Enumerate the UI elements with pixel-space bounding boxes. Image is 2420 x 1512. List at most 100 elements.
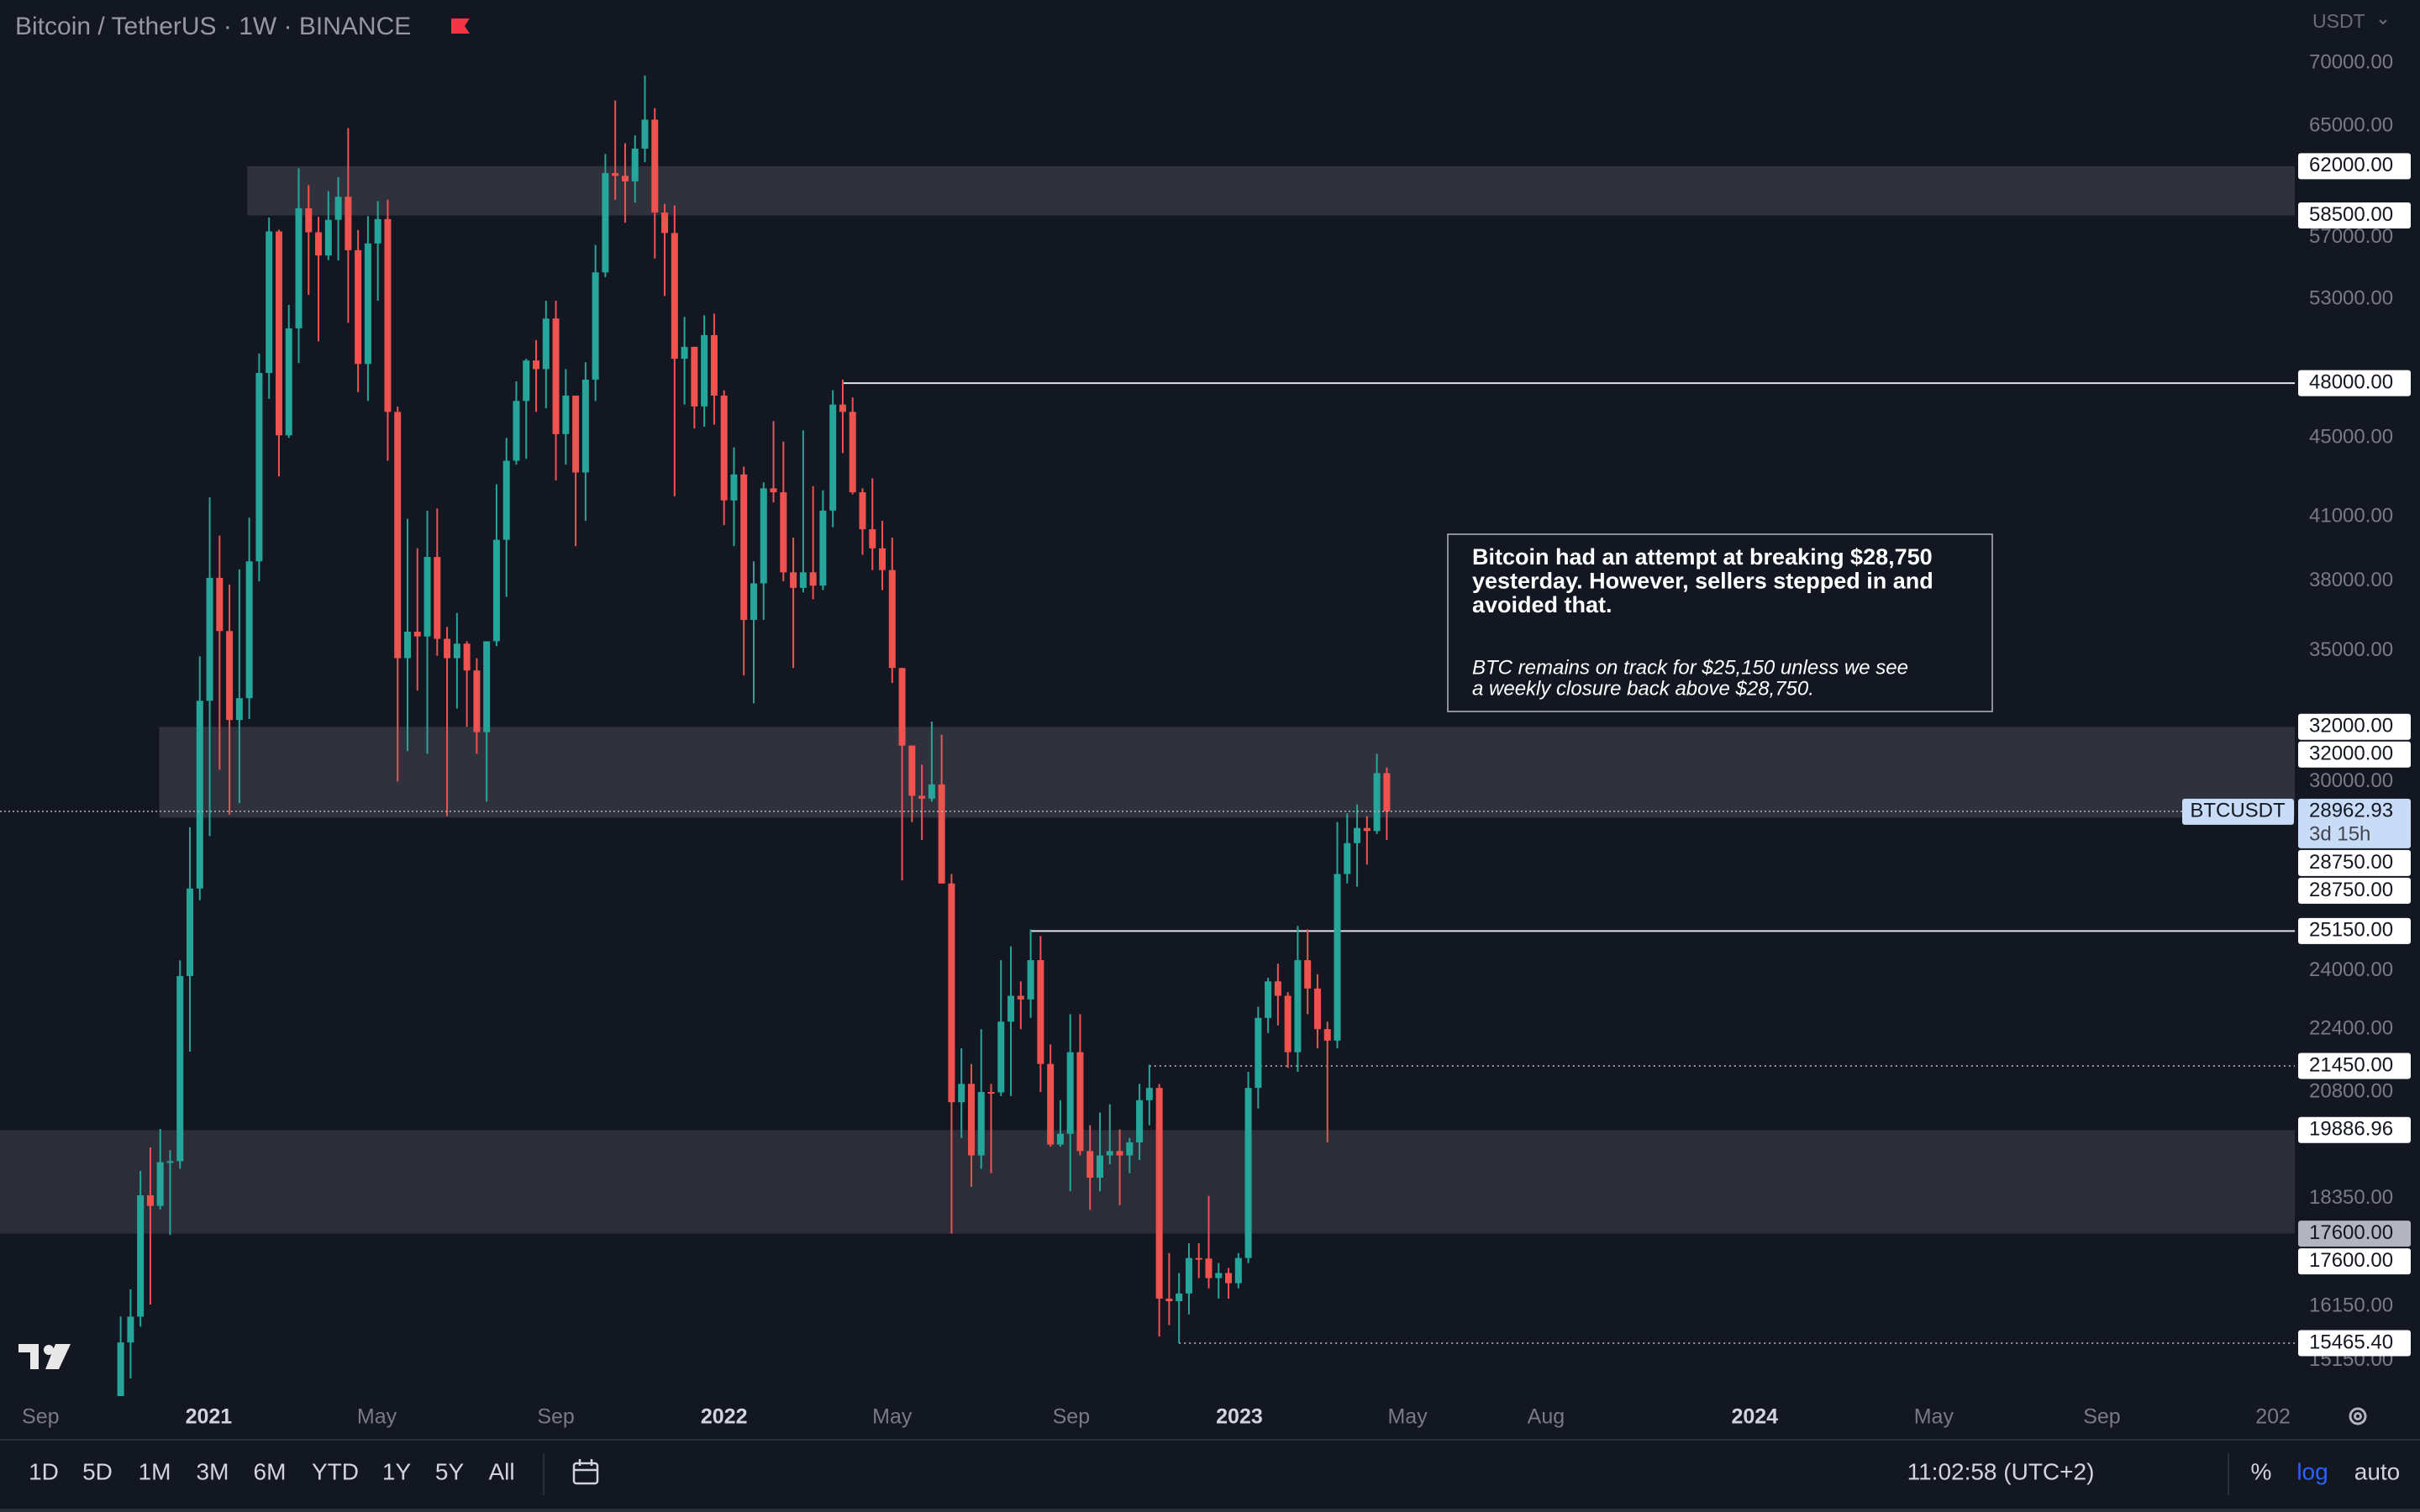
candle-body xyxy=(492,539,500,642)
percent-toggle[interactable]: % xyxy=(2251,1458,2272,1484)
candle-body xyxy=(1066,1052,1074,1134)
candle-body xyxy=(977,1091,985,1156)
y-tick-label: 57000.00 xyxy=(2309,225,2393,248)
x-tick-label: May xyxy=(1387,1405,1428,1429)
candle-body xyxy=(1244,1088,1252,1258)
y-tick-label: 70000.00 xyxy=(2309,51,2393,74)
price-label: 48000.00 xyxy=(2309,370,2393,393)
candle-body xyxy=(502,460,510,540)
range-button[interactable]: 1Y xyxy=(382,1458,412,1484)
calendar-icon[interactable] xyxy=(572,1459,599,1485)
y-tick-label: 41000.00 xyxy=(2309,505,2393,528)
candle-body xyxy=(1145,1088,1153,1100)
candle-body xyxy=(1344,843,1351,874)
range-button[interactable]: YTD xyxy=(312,1458,359,1484)
chart-title: Bitcoin / TetherUS · 1W · BINANCE xyxy=(15,13,411,40)
candle-body xyxy=(156,1162,164,1206)
x-tick-label: Aug xyxy=(1528,1405,1565,1429)
range-button[interactable]: 5D xyxy=(82,1458,113,1484)
candle-body xyxy=(552,318,560,434)
candle-body xyxy=(384,218,392,412)
range-button[interactable]: All xyxy=(488,1458,514,1484)
price-label: 21450.00 xyxy=(2309,1053,2393,1076)
clock: 11:02:58 (UTC+2) xyxy=(1907,1458,2095,1484)
candle-body xyxy=(701,334,708,407)
candle-body xyxy=(542,318,550,370)
x-tick-label: 202 xyxy=(2255,1405,2291,1429)
y-tick-label: 16150.00 xyxy=(2309,1294,2393,1317)
candle-body xyxy=(374,218,381,244)
candle-body xyxy=(1096,1155,1103,1179)
candle-body xyxy=(1225,1273,1233,1284)
y-tick-label: 30000.00 xyxy=(2309,769,2393,792)
candle-body xyxy=(1017,995,1024,1000)
candle-body xyxy=(176,975,184,1162)
candle-body xyxy=(355,249,362,365)
tv-logo xyxy=(18,1344,71,1369)
candle-body xyxy=(275,231,282,436)
candle-body xyxy=(720,395,728,501)
candle-body xyxy=(403,632,411,659)
price-label: 17600.00 xyxy=(2309,1249,2393,1272)
candle-body xyxy=(602,173,609,273)
candle-body xyxy=(226,631,234,721)
candle-body xyxy=(1037,960,1044,1064)
candle-body xyxy=(790,572,797,588)
flag-icon[interactable] xyxy=(451,18,470,34)
currency[interactable]: USDT xyxy=(2312,10,2365,32)
candle-body xyxy=(809,572,817,586)
candle-body xyxy=(740,474,748,621)
range-button[interactable]: 1D xyxy=(29,1458,59,1484)
candle-body xyxy=(572,395,580,473)
x-tick-label: May xyxy=(872,1405,913,1429)
last-price-label: 28962.93 xyxy=(2309,799,2393,822)
range-button[interactable]: 3M xyxy=(197,1458,229,1484)
candle-body xyxy=(235,698,243,721)
candle-body xyxy=(651,119,659,213)
candle-body xyxy=(730,474,738,501)
x-tick-label: 2024 xyxy=(1731,1405,1778,1429)
candle-body xyxy=(117,1342,124,1396)
price-label: 58500.00 xyxy=(2309,203,2393,226)
price-label-box xyxy=(2298,202,2411,228)
price-label: 28750.00 xyxy=(2309,851,2393,874)
candle-body xyxy=(463,643,471,671)
candle-body xyxy=(295,207,302,328)
candle-body xyxy=(869,529,876,549)
candle-body xyxy=(1354,827,1361,843)
annotation-italic: BTC remains on track for $25,150 unless … xyxy=(1472,656,1908,679)
candle-body xyxy=(364,243,371,365)
candle-body xyxy=(513,401,520,461)
candle-body xyxy=(216,577,224,632)
candle-body xyxy=(1086,1151,1094,1179)
candle-body xyxy=(612,173,619,176)
settings-icon[interactable] xyxy=(2349,1407,2367,1425)
candle-body xyxy=(780,492,787,573)
candle-body xyxy=(483,641,491,732)
candle-body xyxy=(918,795,926,799)
price-label-box xyxy=(2298,849,2411,876)
candle-body xyxy=(671,233,678,360)
y-tick-label: 18350.00 xyxy=(2309,1186,2393,1209)
auto-toggle[interactable]: auto xyxy=(2354,1458,2401,1484)
candle-body xyxy=(710,334,718,396)
x-tick-label: 2023 xyxy=(1216,1405,1263,1429)
candle-body xyxy=(1116,1151,1123,1156)
range-button[interactable]: 1M xyxy=(139,1458,171,1484)
candle-body xyxy=(1234,1257,1242,1284)
symbol-label: BTCUSDT xyxy=(2190,799,2286,822)
price-label-box xyxy=(2298,1116,2411,1143)
candle-body xyxy=(1313,988,1321,1030)
candle-body xyxy=(592,272,599,380)
candle-body xyxy=(849,412,856,493)
log-toggle[interactable]: log xyxy=(2296,1458,2328,1484)
range-button[interactable]: 6M xyxy=(254,1458,287,1484)
candle-body xyxy=(829,404,837,511)
range-button[interactable]: 5Y xyxy=(435,1458,465,1484)
price-label: 62000.00 xyxy=(2309,154,2393,176)
candle-body xyxy=(1056,1133,1064,1145)
candle-body xyxy=(938,784,945,884)
candle-body xyxy=(1274,981,1281,996)
candle-body xyxy=(1155,1088,1163,1299)
